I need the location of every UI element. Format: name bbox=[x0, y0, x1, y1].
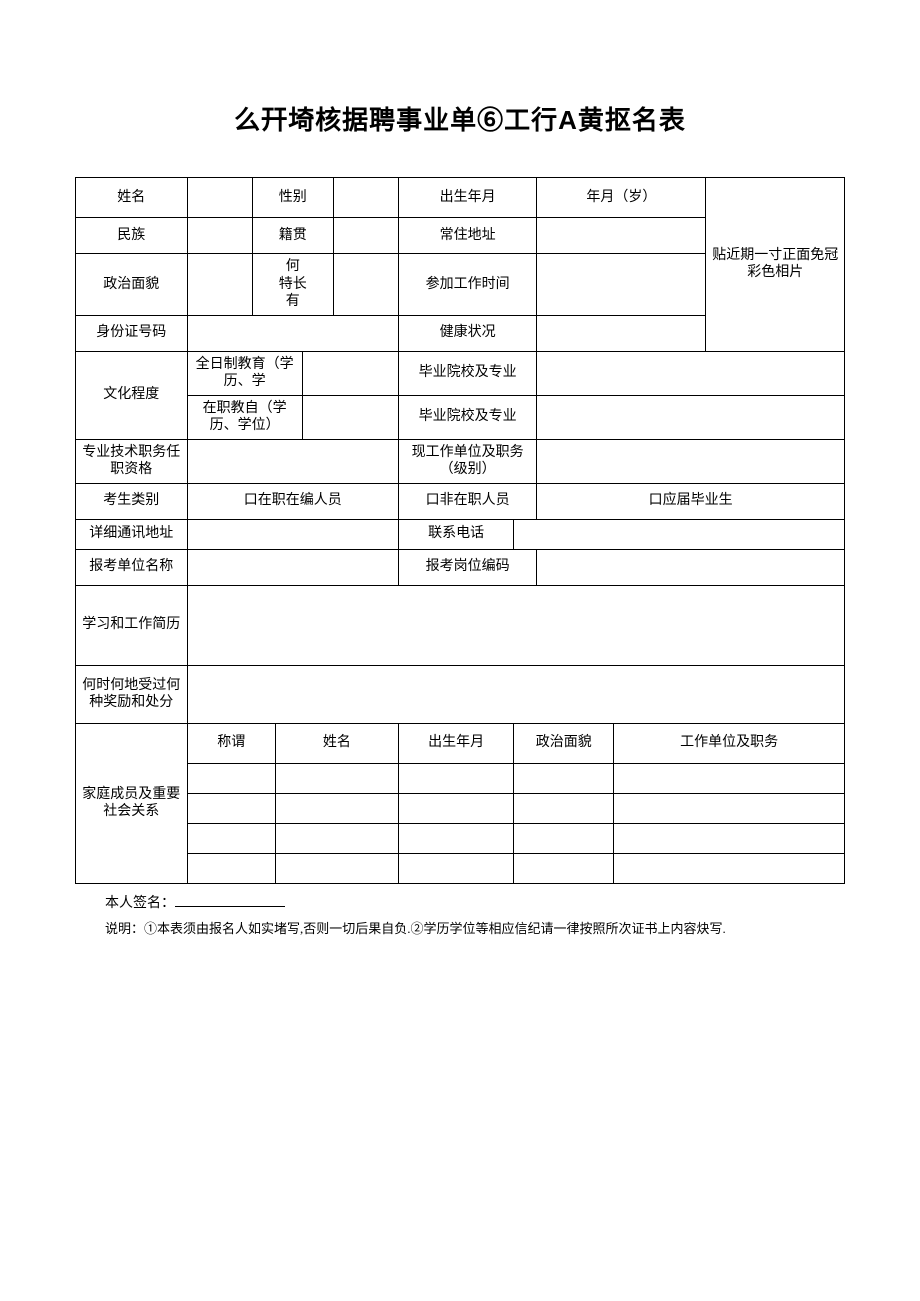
page: 么幵埼核据聘事业单⑥工行A黄抠名表 姓名 性别 出生年月 年月（岁） 贴近期一寸 bbox=[0, 0, 920, 997]
field-mail-addr[interactable] bbox=[187, 519, 398, 549]
family-cell-work[interactable] bbox=[614, 763, 845, 793]
family-cell-name[interactable] bbox=[275, 823, 398, 853]
field-apply-unit[interactable] bbox=[187, 549, 398, 585]
field-politics[interactable] bbox=[187, 254, 252, 316]
field-grad-2[interactable] bbox=[537, 395, 845, 439]
family-cell-dob[interactable] bbox=[398, 853, 513, 883]
label-fulltime: 全日制教育（学历、学 bbox=[187, 351, 302, 395]
field-ethnic[interactable] bbox=[187, 218, 252, 254]
family-cell-work[interactable] bbox=[614, 853, 845, 883]
checkbox-opt1[interactable]: 口在职在编人员 bbox=[187, 483, 398, 519]
family-row bbox=[76, 763, 845, 793]
specialty-line3: 有 bbox=[286, 294, 300, 309]
specialty-line1: 何 bbox=[286, 259, 300, 274]
family-row bbox=[76, 853, 845, 883]
family-cell-work[interactable] bbox=[614, 823, 845, 853]
field-join-work[interactable] bbox=[537, 254, 706, 316]
field-native[interactable] bbox=[333, 218, 398, 254]
label-politics: 政治面貌 bbox=[76, 254, 188, 316]
family-cell-dob[interactable] bbox=[398, 763, 513, 793]
field-onjob[interactable] bbox=[302, 395, 398, 439]
label-ethnic: 民族 bbox=[76, 218, 188, 254]
label-dob: 出生年月 bbox=[398, 178, 536, 218]
label-edu-level: 文化程度 bbox=[76, 351, 188, 439]
label-health: 健康状况 bbox=[398, 315, 536, 351]
label-join-work: 参加工作时间 bbox=[398, 254, 536, 316]
label-resume: 学习和工作简历 bbox=[76, 585, 188, 665]
label-family: 家庭成员及重要社会关系 bbox=[76, 723, 188, 883]
family-cell-rel[interactable] bbox=[187, 823, 275, 853]
field-id-no[interactable] bbox=[187, 315, 398, 351]
label-name: 姓名 bbox=[76, 178, 188, 218]
field-grad-1[interactable] bbox=[537, 351, 845, 395]
signature-line: 本人签名： bbox=[105, 892, 845, 912]
family-cell-rel[interactable] bbox=[187, 853, 275, 883]
family-cell-work[interactable] bbox=[614, 793, 845, 823]
signature-label: 本人签名： bbox=[105, 896, 175, 911]
field-cur-unit[interactable] bbox=[537, 439, 845, 483]
family-cell-name[interactable] bbox=[275, 763, 398, 793]
family-cell-name[interactable] bbox=[275, 793, 398, 823]
field-post-code[interactable] bbox=[537, 549, 845, 585]
family-col-pol: 政治面貌 bbox=[514, 723, 614, 763]
page-title: 么幵埼核据聘事业单⑥工行A黄抠名表 bbox=[75, 100, 845, 137]
family-cell-name[interactable] bbox=[275, 853, 398, 883]
family-cell-pol[interactable] bbox=[514, 793, 614, 823]
label-native: 籍贯 bbox=[252, 218, 333, 254]
signature-field[interactable] bbox=[175, 893, 285, 907]
label-grad-2: 毕业院校及专业 bbox=[398, 395, 536, 439]
family-cell-dob[interactable] bbox=[398, 823, 513, 853]
field-pro-title[interactable] bbox=[187, 439, 398, 483]
label-specialty: 何 特长 有 bbox=[252, 254, 333, 316]
family-col-name: 姓名 bbox=[275, 723, 398, 763]
label-sex: 性别 bbox=[252, 178, 333, 218]
field-fulltime[interactable] bbox=[302, 351, 398, 395]
family-cell-pol[interactable] bbox=[514, 763, 614, 793]
family-cell-rel[interactable] bbox=[187, 793, 275, 823]
label-apply-unit: 报考单位名称 bbox=[76, 549, 188, 585]
instructions-note: 说明：①本表须由报名人如实堵写,否则一切后果自负.②学历学位等相应信纪请一律按照… bbox=[105, 918, 845, 937]
label-grad-1: 毕业院校及专业 bbox=[398, 351, 536, 395]
label-cur-unit: 现工作单位及职务（级别） bbox=[398, 439, 536, 483]
field-award[interactable] bbox=[187, 665, 844, 723]
family-cell-pol[interactable] bbox=[514, 823, 614, 853]
label-onjob: 在职教自（学历、学位） bbox=[187, 395, 302, 439]
label-award: 何时何地受过何种奖励和处分 bbox=[76, 665, 188, 723]
field-health[interactable] bbox=[537, 315, 706, 351]
checkbox-opt3[interactable]: 口应届毕业生 bbox=[537, 483, 845, 519]
field-addr[interactable] bbox=[537, 218, 706, 254]
family-col-work: 工作单位及职务 bbox=[614, 723, 845, 763]
field-dob[interactable]: 年月（岁） bbox=[537, 178, 706, 218]
checkbox-opt2[interactable]: 口非在职人员 bbox=[398, 483, 536, 519]
field-resume[interactable] bbox=[187, 585, 844, 665]
label-id-no: 身份证号码 bbox=[76, 315, 188, 351]
family-cell-pol[interactable] bbox=[514, 853, 614, 883]
label-mail-addr: 详细通讯地址 bbox=[76, 519, 188, 549]
family-row bbox=[76, 793, 845, 823]
label-pro-title: 专业技术职务任职资格 bbox=[76, 439, 188, 483]
field-name[interactable] bbox=[187, 178, 252, 218]
family-row bbox=[76, 823, 845, 853]
label-phone: 联系电话 bbox=[398, 519, 513, 549]
family-col-dob: 出生年月 bbox=[398, 723, 513, 763]
family-cell-dob[interactable] bbox=[398, 793, 513, 823]
field-specialty[interactable] bbox=[333, 254, 398, 316]
photo-box[interactable]: 贴近期一寸正面免冠彩色相片 bbox=[706, 178, 845, 352]
application-form-table: 姓名 性别 出生年月 年月（岁） 贴近期一寸正面免冠彩色相片 民族 籍贯 常住地… bbox=[75, 177, 845, 884]
label-cand-type: 考生类别 bbox=[76, 483, 188, 519]
label-post-code: 报考岗位编码 bbox=[398, 549, 536, 585]
family-cell-rel[interactable] bbox=[187, 763, 275, 793]
field-sex[interactable] bbox=[333, 178, 398, 218]
specialty-line2: 特长 bbox=[279, 277, 307, 292]
field-phone[interactable] bbox=[514, 519, 845, 549]
family-col-rel: 称谓 bbox=[187, 723, 275, 763]
label-addr: 常住地址 bbox=[398, 218, 536, 254]
